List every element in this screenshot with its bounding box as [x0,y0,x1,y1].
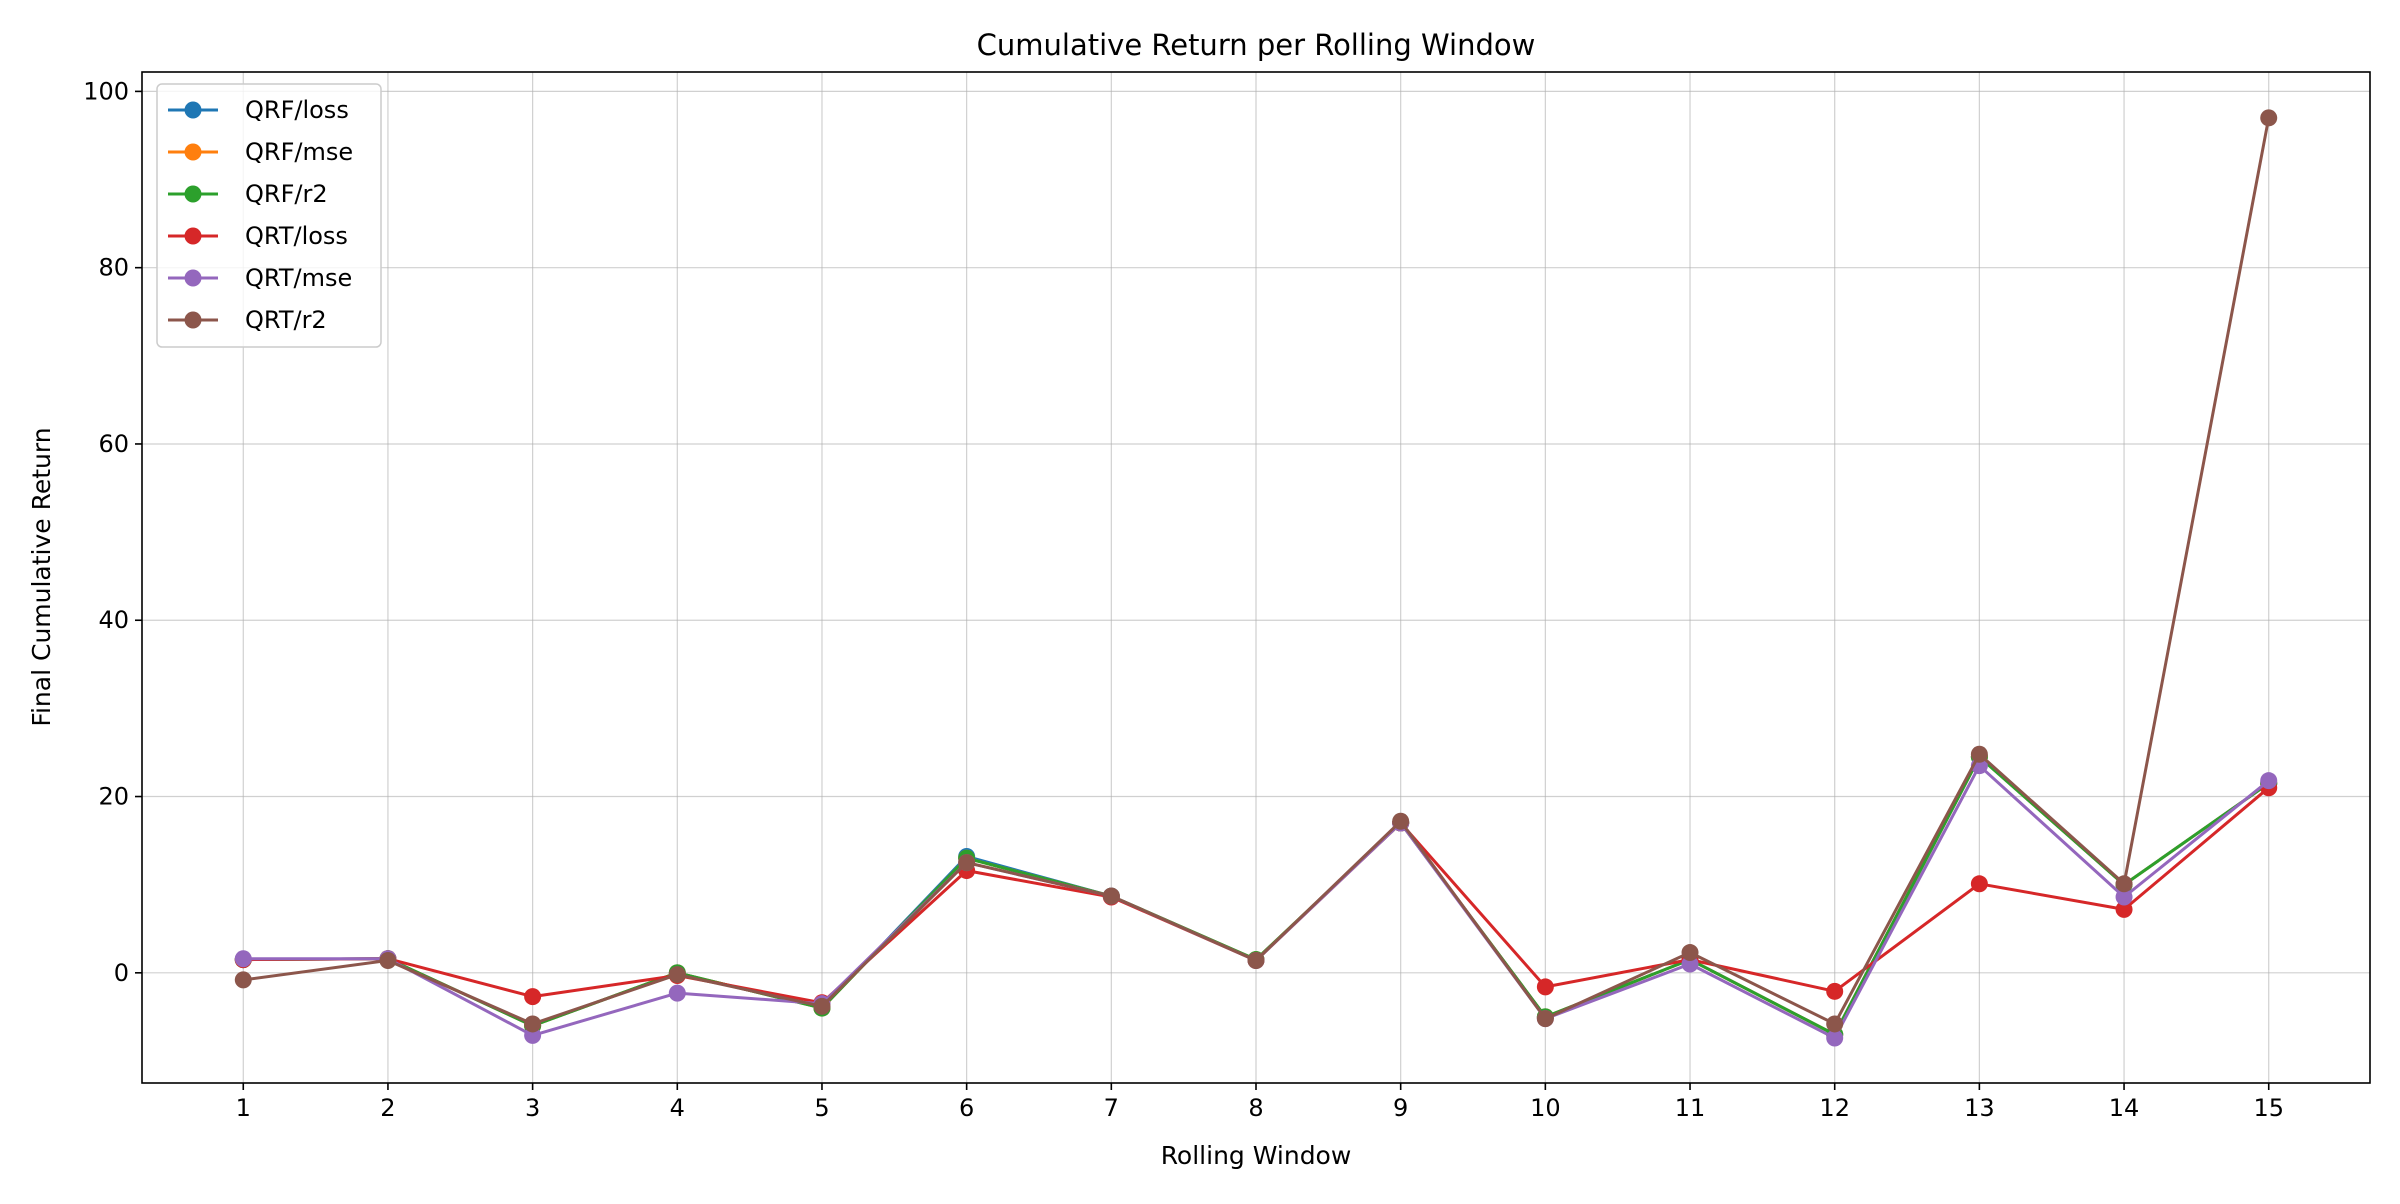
data-point-qrt-r2 [813,997,831,1015]
chart-title: Cumulative Return per Rolling Window [977,28,1536,62]
x-tick-label: 10 [1530,1094,1561,1122]
series-layer [234,109,2278,1047]
y-tick-label: 80 [98,254,129,282]
y-tick-label: 20 [98,783,129,811]
data-point-qrt-mse [234,950,252,968]
x-tick-label: 9 [1393,1094,1408,1122]
legend-label-qrf-mse: QRF/mse [245,138,353,166]
y-tick-label: 100 [83,77,129,105]
x-tick-label: 1 [236,1094,251,1122]
data-point-qrt-mse [1826,1029,1844,1047]
x-tick-label: 6 [959,1094,974,1122]
x-tick-label: 7 [1104,1094,1119,1122]
data-point-qrt-r2 [524,1015,542,1033]
data-point-qrt-r2 [1970,745,1988,763]
data-point-qrt-r2 [1102,887,1120,905]
legend-marker-qrf-loss [184,101,202,119]
legend-marker-qrt-mse [184,269,202,287]
data-point-qrt-mse [668,984,686,1002]
legend-marker-qrf-r2 [184,185,202,203]
legend-label-qrt-mse: QRT/mse [245,264,352,292]
x-tick-label: 4 [670,1094,685,1122]
data-point-qrt-r2 [958,854,976,872]
x-tick-label: 12 [1819,1094,1850,1122]
y-tick-label: 60 [98,430,129,458]
x-tick-label: 3 [525,1094,540,1122]
data-point-qrt-loss [1970,875,1988,893]
grid [142,72,2370,1083]
data-point-qrt-r2 [379,951,397,969]
x-tick-label: 8 [1248,1094,1263,1122]
y-axis-label: Final Cumulative Return [27,427,56,726]
data-point-qrt-r2 [1826,1015,1844,1033]
legend-box [156,83,382,348]
data-point-qrt-r2 [234,971,252,989]
data-point-qrt-r2 [1247,951,1265,969]
data-point-qrt-loss [524,988,542,1006]
data-point-qrt-r2 [668,966,686,984]
series-qrt-r2 [234,109,2278,1033]
data-point-qrt-r2 [1392,812,1410,830]
data-point-qrt-mse [2115,888,2133,906]
legend-label-qrf-r2: QRF/r2 [245,180,328,208]
legend: QRF/loss QRF/mse QRF/r2 QRT/loss QRT/mse QRT/… [156,83,382,348]
data-point-qrt-r2 [2260,109,2278,127]
legend-label-qrt-loss: QRT/loss [245,222,348,250]
x-tick-label: 13 [1964,1094,1995,1122]
x-tick-label: 5 [814,1094,829,1122]
x-tick-label: 2 [380,1094,395,1122]
data-point-qrt-loss [2115,900,2133,918]
data-point-qrt-mse [2260,772,2278,790]
legend-label-qrf-loss: QRF/loss [245,96,349,124]
data-point-qrt-r2 [1536,1010,1554,1028]
data-point-qrt-loss [1826,982,1844,1000]
legend-label-qrt-r2: QRT/r2 [245,306,327,334]
x-tick-label: 14 [2109,1094,2140,1122]
x-tick-label: 11 [1675,1094,1706,1122]
data-point-qrt-loss [1536,978,1554,996]
x-axis-label: Rolling Window [1161,1141,1352,1170]
data-point-qrt-r2 [2115,875,2133,893]
x-tick-label: 15 [2253,1094,2284,1122]
legend-marker-qrt-loss [184,227,202,245]
y-tick-label: 0 [114,959,129,987]
y-tick-label: 40 [98,606,129,634]
legend-marker-qrf-mse [184,143,202,161]
data-point-qrt-r2 [1681,944,1699,962]
legend-marker-qrt-r2 [184,311,202,329]
